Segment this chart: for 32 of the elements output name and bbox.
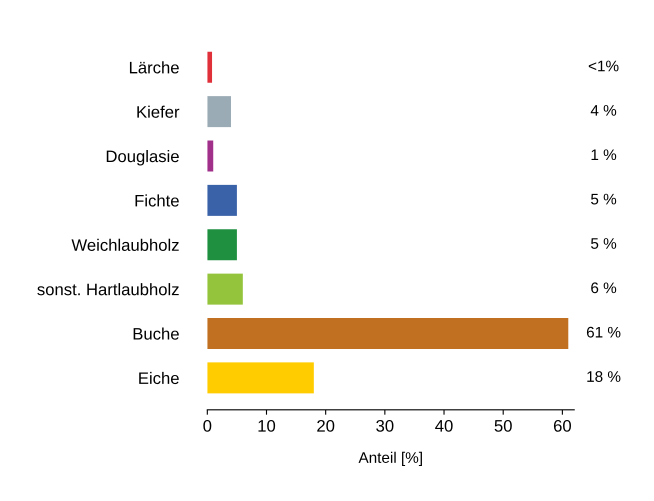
data-label: <1% <box>588 60 619 72</box>
x-tick-label: 30 <box>376 420 394 432</box>
x-tick-label: 50 <box>494 420 512 432</box>
data-label: 4 % <box>590 104 616 116</box>
y-tick-label: Douglasie <box>106 150 179 166</box>
y-tick-label: Eiche <box>139 372 179 384</box>
data-label: 5 % <box>591 194 616 204</box>
bar <box>207 52 212 83</box>
bar <box>207 229 237 260</box>
y-tick-label: Kiefer <box>137 106 180 118</box>
x-tick-label: 20 <box>317 420 334 432</box>
data-label: 5 % <box>591 238 616 249</box>
data-label: 61 % <box>586 326 620 338</box>
x-tick-label: 40 <box>435 420 453 432</box>
x-axis-title: Anteil [%] <box>358 452 422 466</box>
x-tick-label: 60 <box>554 420 571 432</box>
bar <box>207 318 568 350</box>
bar <box>207 274 243 305</box>
y-tick-label: Lärche <box>130 61 179 74</box>
y-tick-label: Fichte <box>136 194 179 207</box>
y-tick-label: sonst. Hartlaubholz <box>37 283 179 296</box>
y-tick-label: Buche <box>134 327 179 340</box>
data-label: 6 % <box>591 282 616 294</box>
bar <box>207 140 214 172</box>
bar <box>207 184 237 216</box>
y-tick-label: Weichlaubholz <box>72 238 179 251</box>
x-tick-label: 10 <box>258 420 276 432</box>
x-tick-label: 0 <box>203 420 212 432</box>
data-label: 18 % <box>587 371 620 382</box>
bar <box>207 96 231 128</box>
bar <box>207 362 314 394</box>
data-label: 1 % <box>592 149 616 160</box>
